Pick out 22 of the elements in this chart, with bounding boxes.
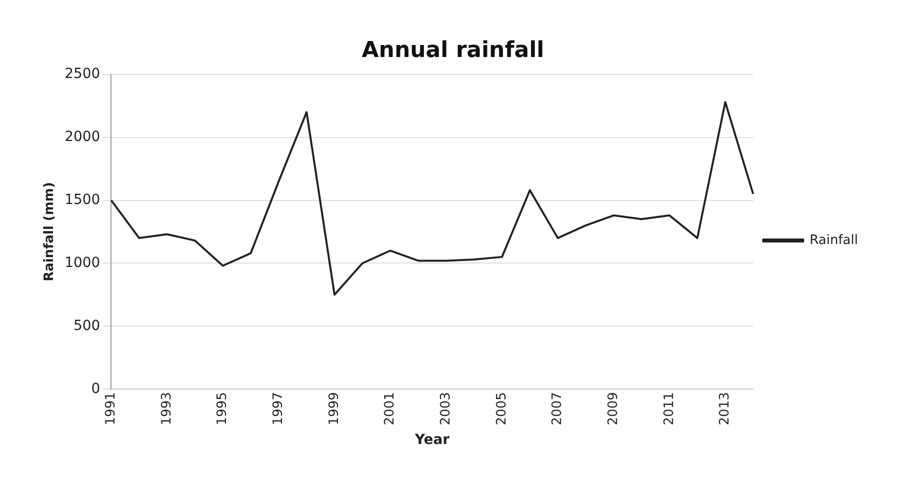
y-axis-title: Rainfall (mm) — [42, 182, 58, 282]
x-tick-label: 2007 — [550, 392, 566, 426]
chart-title: Annual rainfall — [362, 38, 544, 63]
y-tick-label: 2500 — [64, 66, 100, 82]
x-tick-label: 2003 — [438, 392, 454, 426]
x-tick-label: 2001 — [382, 392, 398, 426]
legend-label: Rainfall — [810, 232, 858, 248]
y-tick-label: 500 — [73, 318, 100, 334]
x-tick-label: 2013 — [718, 392, 733, 426]
y-tick-label: 1500 — [64, 192, 100, 208]
y-tick-label: 0 — [91, 380, 100, 397]
y-tick-label: 2000 — [64, 128, 100, 145]
x-tick-label: 1991 — [104, 392, 119, 426]
x-tick-label: 1999 — [326, 392, 342, 426]
x-tick-label: 1997 — [271, 392, 286, 426]
x-tick-label: 2005 — [494, 392, 510, 426]
x-tick-label: 2011 — [662, 392, 677, 426]
x-tick-label: 1995 — [215, 392, 230, 426]
x-axis-title: Year — [414, 432, 450, 448]
y-tick-label: 1000 — [64, 254, 100, 271]
x-tick-label: 2009 — [606, 392, 621, 426]
x-tick-label: 1993 — [159, 392, 174, 426]
